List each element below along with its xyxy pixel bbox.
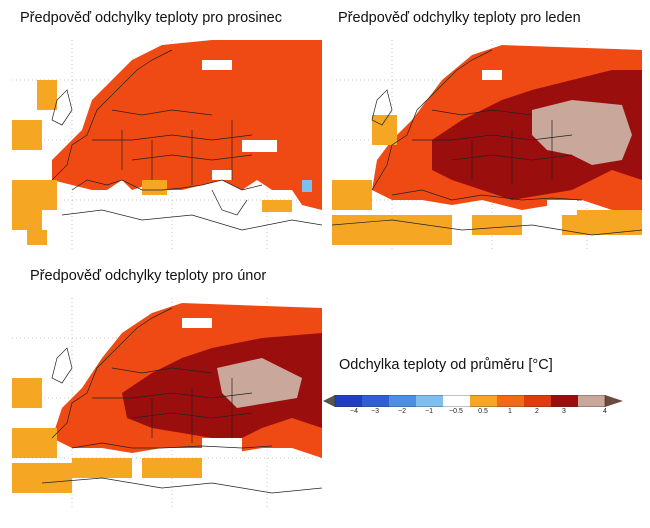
- map-title-february: Předpověď odchylky teploty pro únor: [30, 268, 267, 284]
- legend-tick: 2: [535, 408, 539, 415]
- legend-tick: 3: [562, 408, 566, 415]
- map-title-january: Předpověď odchylky teploty pro leden: [338, 10, 581, 26]
- anomaly-0.5-to-1: [12, 378, 202, 493]
- map-february: [12, 298, 322, 508]
- legend-tick: −0.5: [449, 408, 463, 415]
- legend-tick: −2: [398, 408, 406, 415]
- map-january-canvas: [332, 40, 642, 250]
- legend-title: Odchylka teploty od průměru [°C]: [339, 357, 553, 373]
- anomaly-3-to-4: [532, 100, 632, 165]
- legend-tick: −4: [350, 408, 358, 415]
- anomaly-3-to-4: [217, 358, 302, 408]
- anomaly-1-to-2: [52, 40, 322, 210]
- colorbar: [323, 395, 623, 407]
- anomaly-0.5-to-1: [12, 80, 292, 245]
- map-title-december: Předpověď odchylky teploty pro prosinec: [20, 10, 282, 26]
- legend-tick: −1: [425, 408, 433, 415]
- map-december-canvas: [12, 40, 322, 250]
- map-january: [332, 40, 642, 250]
- map-december: [12, 40, 322, 250]
- anomaly-0.5-to-1: [332, 115, 642, 245]
- legend-tick: 0.5: [478, 408, 488, 415]
- legend-tick: −3: [371, 408, 379, 415]
- legend-tick: 4: [603, 408, 607, 415]
- legend-tick: 1: [508, 408, 512, 415]
- map-february-canvas: [12, 298, 322, 508]
